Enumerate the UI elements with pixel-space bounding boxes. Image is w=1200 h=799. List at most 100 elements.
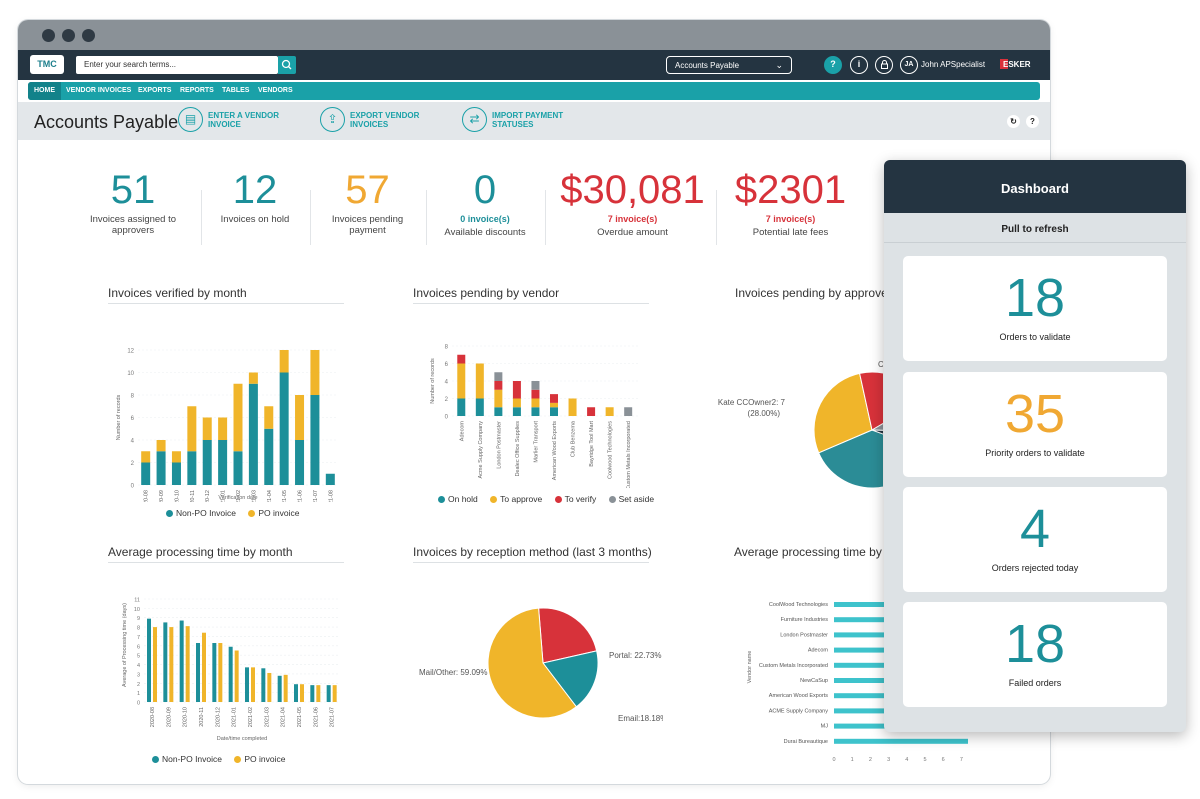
user-avatar[interactable]: JA	[900, 56, 918, 74]
nav-exports[interactable]: EXPORTS	[138, 87, 172, 94]
y-tick-label: Durai Bureautique	[784, 739, 828, 745]
x-tick-label: 2021-02	[248, 707, 254, 727]
bar-segment	[187, 406, 197, 452]
y-tick-label: NewCaSup	[800, 678, 828, 684]
x-tick-label: 2021-05	[297, 707, 303, 727]
y-tick-label: 3	[137, 672, 140, 678]
kpi-on-hold[interactable]: 12 Invoices on hold	[205, 168, 305, 225]
card-failed-orders[interactable]: 18 Failed orders	[903, 602, 1167, 707]
card-orders-to-validate[interactable]: 18 Orders to validate	[903, 256, 1167, 361]
bar-segment	[512, 407, 521, 416]
bar-segment	[279, 372, 289, 485]
lock-icon[interactable]	[875, 56, 893, 74]
x-tick-label: 2021-06	[298, 490, 304, 502]
card-priority-orders[interactable]: 35 Priority orders to validate	[903, 372, 1167, 477]
view-select[interactable]: Accounts Payable ⌄	[666, 56, 792, 74]
nav-vendor-invoices[interactable]: VENDOR INVOICES	[66, 87, 132, 94]
window-chrome	[18, 20, 1050, 50]
window-minimize-dot[interactable]	[62, 29, 75, 42]
bar	[234, 650, 239, 702]
nav-home[interactable]: HOME	[28, 82, 61, 100]
card-value: 18	[1004, 268, 1066, 328]
chart-reception-method: Portal: 22.73% Email:18.18% Mail/Other: 59…	[419, 607, 663, 723]
search-button[interactable]	[278, 56, 296, 74]
x-axis-label: Verification date	[218, 495, 257, 501]
y-tick-label: 2	[137, 682, 140, 688]
bar-segment	[512, 398, 521, 408]
bar-segment	[494, 372, 503, 381]
search-icon	[281, 59, 292, 70]
kpi-assigned[interactable]: 51 Invoices assigned to approvers	[73, 168, 193, 236]
top-bar: TMC Enter your search terms... Accounts …	[18, 50, 1050, 80]
legend-verified: Non-PO Invoice PO invoice	[166, 508, 309, 518]
bar	[283, 674, 288, 702]
y-tick-label: 8	[445, 345, 449, 351]
kpi-divider	[201, 190, 202, 245]
window-maximize-dot[interactable]	[82, 29, 95, 42]
nav-vendors[interactable]: VENDORS	[258, 87, 293, 94]
chart-verified-by-month: 0 2 4 6 8 10 12 2020-08 2020-09 2020-10 2020-11 202…	[116, 349, 336, 502]
y-tick-label: 0	[445, 415, 449, 421]
kpi-overdue[interactable]: $30,081 7 invoice(s) Overdue amount	[555, 168, 710, 238]
kpi-pending-payment[interactable]: 57 Invoices pending payment	[315, 168, 420, 236]
bar-segment	[531, 389, 540, 399]
card-orders-rejected[interactable]: 4 Orders rejected today	[903, 487, 1167, 592]
card-label: Orders to validate	[999, 332, 1071, 342]
bar	[212, 643, 217, 702]
y-tick-label: 9	[137, 616, 140, 622]
x-axis-label: Date/time completed	[217, 736, 267, 742]
x-tick-label: 1	[851, 757, 854, 762]
bar-segment	[587, 407, 596, 416]
y-tick-label: Adecom	[808, 648, 829, 654]
x-tick-label: 2021-05	[282, 490, 288, 502]
bar-segment	[218, 417, 228, 440]
help-icon[interactable]: ?	[824, 56, 842, 74]
info-icon[interactable]: i	[850, 56, 868, 74]
pie-slice	[859, 371, 883, 431]
kpi-sub: 0 invoice(s)	[460, 214, 510, 224]
bar-segment	[248, 383, 258, 485]
kpi-divider	[426, 190, 427, 245]
tmc-logo[interactable]: TMC	[30, 55, 64, 74]
help-small-icon[interactable]: ?	[1026, 115, 1039, 128]
pull-to-refresh[interactable]: Pull to refresh	[884, 213, 1186, 243]
legend-item: On hold	[438, 494, 478, 504]
bar-segment	[325, 473, 335, 485]
main-nav: HOME VENDOR INVOICES EXPORTS REPORTS TAB…	[28, 82, 1040, 100]
x-tick-label: 2020-11	[199, 707, 205, 727]
x-tick-label: 2020-08	[150, 707, 156, 727]
x-tick-label: American Wood Exports	[552, 421, 558, 480]
bar-segment	[264, 406, 274, 429]
kpi-value: 51	[110, 168, 156, 212]
legend-item: PO invoice	[234, 754, 285, 764]
esker-logo-mark	[1000, 59, 1008, 69]
kpi-discounts[interactable]: 0 0 invoice(s) Available discounts	[430, 168, 540, 238]
y-tick-label: 6	[137, 644, 140, 650]
view-select-value: Accounts Payable	[675, 61, 740, 70]
y-axis-label: Number of records	[430, 358, 436, 404]
kpi-late-fees[interactable]: $2301 7 invoice(s) Potential late fees	[723, 168, 858, 238]
y-tick-label: London Postmaster	[780, 632, 828, 638]
search-input[interactable]: Enter your search terms...	[76, 56, 278, 74]
bar-segment	[512, 381, 521, 399]
kpi-divider	[716, 190, 717, 245]
window-close-dot[interactable]	[42, 29, 55, 42]
x-tick-label: 2020-09	[159, 490, 165, 502]
refresh-icon[interactable]: ↻	[1007, 115, 1020, 128]
user-name[interactable]: John APSpecialist	[921, 60, 986, 69]
nav-reports[interactable]: REPORTS	[180, 87, 214, 94]
bar-segment	[550, 407, 558, 416]
x-tick-label: Club Benzema	[571, 420, 577, 457]
bar	[300, 684, 304, 702]
bar	[169, 627, 174, 702]
y-tick-label: 0	[137, 701, 140, 707]
bar-segment	[494, 407, 503, 416]
lock-glyph	[880, 60, 888, 69]
bar	[251, 667, 255, 702]
bar-segment	[531, 407, 540, 416]
chart-divider	[413, 562, 649, 563]
nav-tables[interactable]: TABLES	[222, 87, 250, 94]
bar	[332, 685, 337, 702]
legend-processing: Non-PO Invoice PO invoice	[152, 754, 295, 764]
bar-segment	[171, 451, 181, 463]
